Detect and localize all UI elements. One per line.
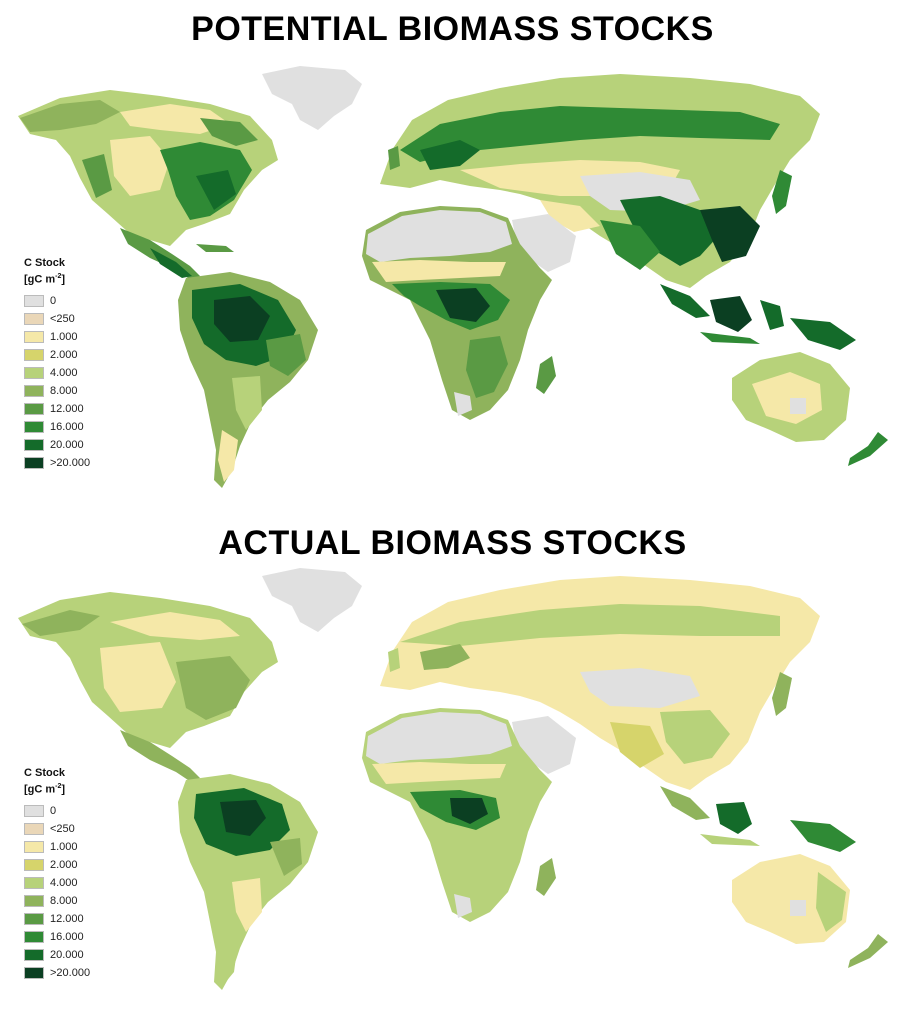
legend-swatch	[24, 804, 44, 817]
legend-swatch	[24, 402, 44, 415]
legend-swatch	[24, 876, 44, 889]
legend-label: 4.000	[50, 876, 78, 889]
legend-swatch	[24, 912, 44, 925]
legend-label: 12.000	[50, 912, 84, 925]
legend-item: <250	[24, 310, 90, 328]
legend-label: 1.000	[50, 330, 78, 343]
legend-item: 20.000	[24, 436, 90, 454]
legend-swatch	[24, 294, 44, 307]
legend-swatch	[24, 948, 44, 961]
legend-label: 4.000	[50, 366, 78, 379]
legend-label: 8.000	[50, 384, 78, 397]
legend-label: 20.000	[50, 438, 84, 451]
legend-item: >20.000	[24, 454, 90, 472]
legend-swatch	[24, 420, 44, 433]
legend-swatch	[24, 966, 44, 979]
world-map-potential	[18, 66, 888, 488]
legend-swatch	[24, 858, 44, 871]
legend-item: 1.000	[24, 328, 90, 346]
legend-item: 4.000	[24, 874, 90, 892]
map-legend: C Stock [gC m-2] 0 <250 1.000 2.000 4.000 8.0…	[24, 256, 90, 472]
legend-swatch	[24, 384, 44, 397]
legend-label: 0	[50, 804, 57, 817]
legend-unit: [gC m-2]	[24, 783, 66, 796]
legend-swatch	[24, 312, 44, 325]
legend-item: 0	[24, 802, 90, 820]
legend-item: 1.000	[24, 838, 90, 856]
potential-biomass-panel: POTENTIAL BIOMASS STOCKS	[0, 0, 905, 510]
legend-label: >20.000	[50, 966, 91, 979]
legend-swatch	[24, 438, 44, 451]
legend-label: <250	[50, 312, 75, 325]
legend-item: 20.000	[24, 946, 90, 964]
legend-item: 2.000	[24, 856, 90, 874]
legend-swatch	[24, 456, 44, 469]
legend-label: 16.000	[50, 930, 84, 943]
legend-label: 12.000	[50, 402, 84, 415]
map-title: POTENTIAL BIOMASS STOCKS	[191, 10, 714, 48]
legend-item: 12.000	[24, 400, 90, 418]
legend-item: 8.000	[24, 382, 90, 400]
legend-title: C Stock	[24, 767, 65, 779]
legend-item: 12.000	[24, 910, 90, 928]
legend-label: <250	[50, 822, 75, 835]
legend-swatch	[24, 840, 44, 853]
legend-item: 16.000	[24, 928, 90, 946]
legend-swatch	[24, 894, 44, 907]
map-title: ACTUAL BIOMASS STOCKS	[218, 524, 687, 562]
legend-title: C Stock	[24, 257, 65, 269]
legend-swatch	[24, 930, 44, 943]
legend-swatch	[24, 822, 44, 835]
greenland	[262, 568, 362, 632]
legend-item: 0	[24, 292, 90, 310]
legend-label: 8.000	[50, 894, 78, 907]
legend-label: 20.000	[50, 948, 84, 961]
legend-swatch	[24, 366, 44, 379]
greenland	[262, 66, 362, 130]
legend-label: 16.000	[50, 420, 84, 433]
legend-label: >20.000	[50, 456, 91, 469]
legend-item: >20.000	[24, 964, 90, 982]
central-america	[120, 730, 200, 784]
legend-label: 2.000	[50, 348, 78, 361]
legend-label: 2.000	[50, 858, 78, 871]
legend-item: 4.000	[24, 364, 90, 382]
legend-item: 2.000	[24, 346, 90, 364]
legend-item: 16.000	[24, 418, 90, 436]
map-legend: C Stock [gC m-2] 0 <250 1.000 2.000 4.000 8.0…	[24, 766, 90, 982]
world-map-actual	[18, 568, 888, 990]
legend-swatch	[24, 348, 44, 361]
legend-label: 0	[50, 294, 57, 307]
legend-item: 8.000	[24, 892, 90, 910]
legend-label: 1.000	[50, 840, 78, 853]
legend-item: <250	[24, 820, 90, 838]
actual-biomass-panel: ACTUAL BIOMASS STOCKS	[0, 512, 905, 1022]
legend-swatch	[24, 330, 44, 343]
legend-unit: [gC m-2]	[24, 273, 66, 286]
